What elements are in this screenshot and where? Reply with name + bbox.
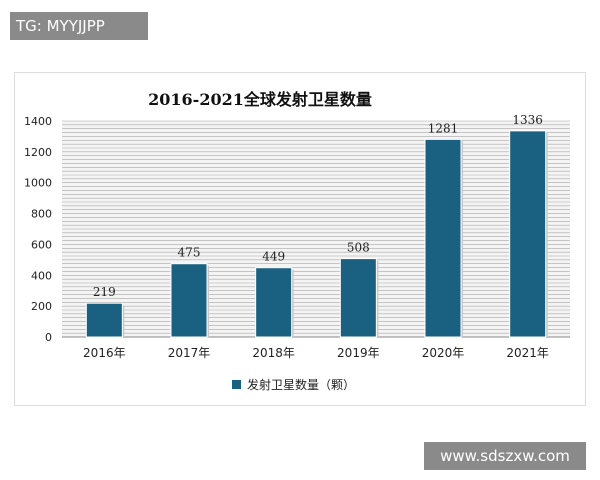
chart-title: 2016-2021全球发射卫星数量 (148, 90, 372, 109)
y-tick-label: 1000 (24, 177, 52, 190)
x-tick-label: 2020年 (422, 346, 465, 360)
y-tick-label: 200 (31, 300, 52, 313)
legend-label: 发射卫星数量（颗） (247, 378, 356, 392)
data-label: 508 (347, 241, 370, 255)
y-tick-label: 0 (45, 331, 52, 344)
data-label: 1336 (512, 113, 543, 127)
bar (424, 138, 462, 338)
data-label: 475 (178, 246, 201, 260)
y-tick-label: 1200 (24, 146, 52, 159)
x-tick-label: 2019年 (337, 346, 380, 360)
bar (255, 267, 293, 338)
data-label: 449 (262, 250, 285, 264)
data-label: 1281 (428, 121, 459, 135)
bar (509, 130, 547, 338)
data-label: 219 (93, 285, 116, 299)
y-tick-label: 800 (31, 208, 52, 221)
bar (339, 258, 377, 338)
watermark: www.sdszxw.com (424, 442, 586, 470)
bar (85, 302, 123, 338)
y-tick-label: 400 (31, 269, 52, 282)
legend: 发射卫星数量（颗） (232, 376, 355, 393)
y-tick-label: 600 (31, 238, 52, 251)
x-tick-label: 2018年 (252, 346, 295, 360)
legend-swatch (232, 380, 241, 389)
x-tick-label: 2021年 (506, 346, 549, 360)
y-tick-label: 1400 (24, 115, 52, 128)
x-tick-label: 2017年 (168, 346, 211, 360)
bar (170, 263, 208, 338)
x-tick-label: 2016年 (83, 346, 126, 360)
tag-badge: TG: MYYJJPP (10, 12, 148, 40)
